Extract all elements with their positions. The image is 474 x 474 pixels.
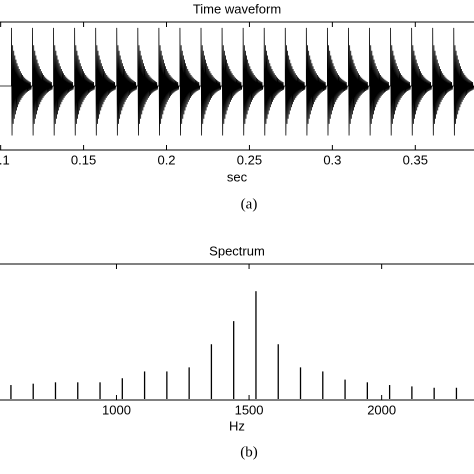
impulse-response <box>200 27 222 136</box>
x-tick-label: 0.1 <box>0 152 10 167</box>
impulse-response <box>74 27 96 136</box>
plot-frame <box>0 21 474 151</box>
impulse-response <box>137 27 159 136</box>
impulse-response <box>411 27 433 136</box>
x-axis-label: Hz <box>229 418 245 433</box>
impulse-response <box>179 27 201 136</box>
impulse-response <box>263 27 285 136</box>
caption: (a) <box>241 196 258 212</box>
x-tick-label: 0.3 <box>323 152 341 167</box>
impulse-response <box>284 27 306 136</box>
x-axis-label: sec <box>227 169 248 184</box>
caption: (b) <box>240 444 258 460</box>
x-tick-label: 0.2 <box>157 152 175 167</box>
impulse-response <box>348 27 369 136</box>
x-tick-label: 0.15 <box>71 152 96 167</box>
x-tick-label: 1000 <box>102 402 131 417</box>
x-tick-label: 0.25 <box>237 152 262 167</box>
chart-title: Time waveform <box>193 1 281 16</box>
x-tick-label: 1500 <box>235 402 264 417</box>
impulse-response <box>326 27 348 136</box>
impulse-response <box>158 27 180 136</box>
impulse-response <box>305 27 327 136</box>
impulse-response <box>242 27 264 136</box>
x-tick-label: 2000 <box>367 402 396 417</box>
impulse-response <box>95 27 117 136</box>
impulse-response <box>453 27 474 136</box>
impulse-response <box>116 27 138 136</box>
impulse-response <box>221 27 243 136</box>
impulse-response <box>390 27 411 136</box>
x-tick-label: 0.35 <box>403 152 428 167</box>
impulse-response <box>432 27 454 136</box>
plot-frame <box>0 263 474 401</box>
impulse-response <box>369 27 390 136</box>
impulse-response <box>11 27 32 136</box>
impulse-response <box>32 27 53 136</box>
chart-title: Spectrum <box>209 243 265 258</box>
impulse-response <box>53 27 74 136</box>
